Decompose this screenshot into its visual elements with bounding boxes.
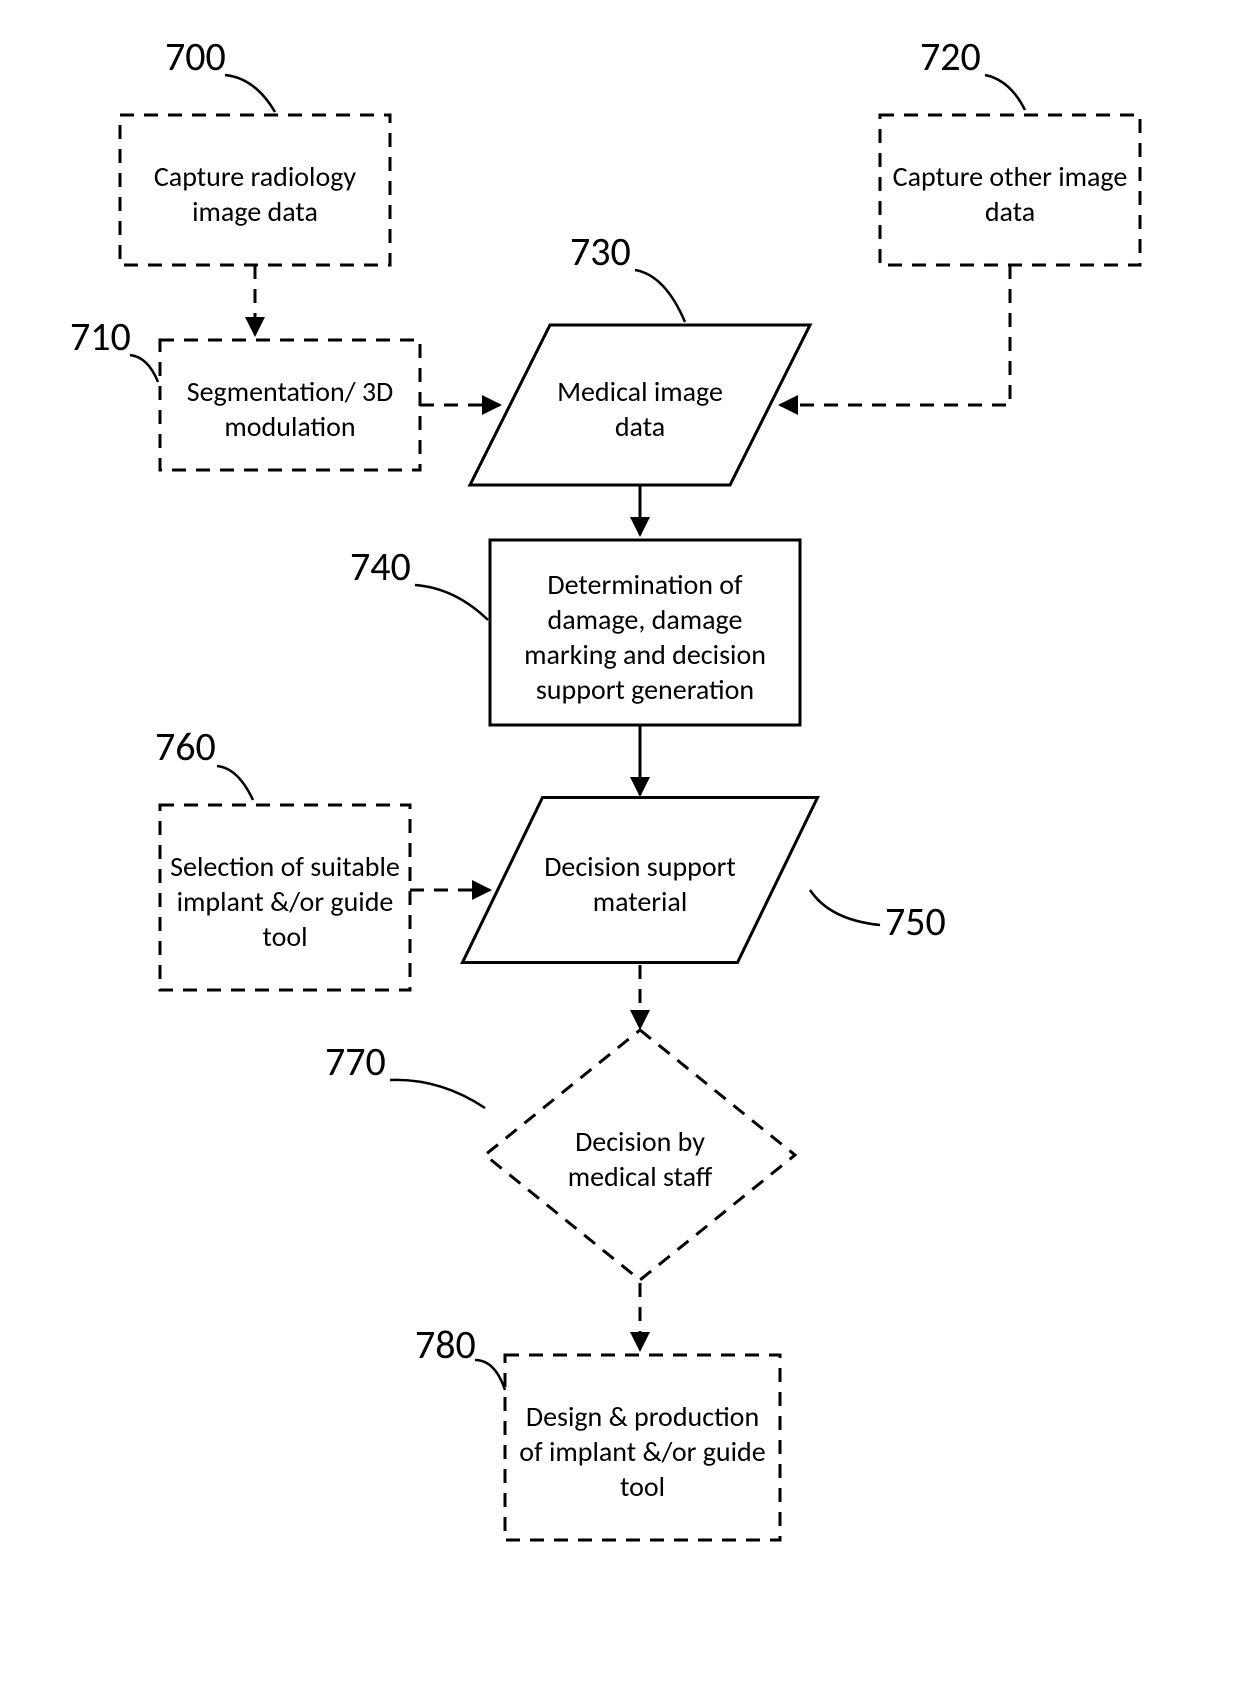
node-text: Capture radiology image data [126, 119, 384, 261]
label-730: 730 [570, 227, 685, 322]
label-740: 740 [350, 542, 488, 620]
label-number: 770 [325, 1037, 386, 1086]
label-number: 710 [70, 312, 131, 361]
label-750: 750 [810, 890, 946, 946]
label-number: 780 [415, 1320, 476, 1369]
label-number: 730 [570, 227, 631, 276]
node-text: Design & production of implant &/or guid… [511, 1359, 774, 1536]
node-text: Decision support material [519, 802, 762, 959]
edge-e720-730 [780, 265, 1010, 405]
node-730: Medical image data [470, 325, 810, 485]
node-720: Capture other image data [880, 115, 1140, 265]
label-700: 700 [165, 32, 275, 112]
label-760: 760 [155, 722, 253, 800]
label-number: 750 [885, 897, 946, 946]
label-number: 700 [165, 32, 226, 81]
label-number: 740 [350, 542, 411, 591]
node-text: Capture other image data [886, 119, 1134, 261]
label-780: 780 [415, 1320, 505, 1390]
label-770: 770 [325, 1037, 485, 1108]
node-text: Determination of damage, damage marking … [496, 544, 794, 721]
label-720: 720 [920, 32, 1025, 110]
flowchart-diagram: Capture radiology image data Capture othe… [0, 0, 1240, 1684]
node-740: Determination of damage, damage marking … [490, 540, 800, 725]
node-770: Decision by medical staff [485, 1030, 795, 1280]
node-text: Medical image data [526, 329, 754, 481]
label-number: 760 [155, 722, 216, 771]
node-780: Design & production of implant &/or guid… [505, 1355, 780, 1540]
node-760: Selection of suitable implant &/or guide… [160, 805, 410, 990]
label-710: 710 [70, 312, 158, 382]
node-text: Selection of suitable implant &/or guide… [166, 809, 404, 986]
node-text: Segmentation/ 3D modulation [166, 344, 414, 466]
node-text: Decision by medical staff [555, 1086, 726, 1224]
node-750: Decision support material [463, 798, 818, 963]
node-710: Segmentation/ 3D modulation [160, 340, 420, 470]
node-700: Capture radiology image data [120, 115, 390, 265]
label-number: 720 [920, 32, 981, 81]
